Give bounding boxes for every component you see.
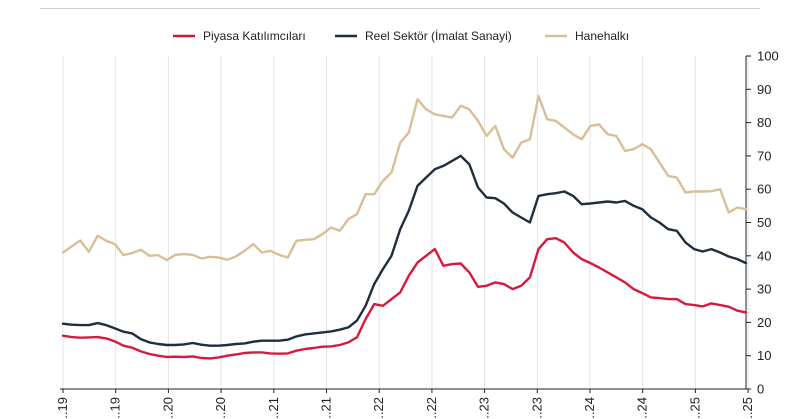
x-tick-label: ..22 [371, 397, 386, 419]
x-tick-label: ..22 [424, 397, 439, 419]
legend-label: Piyasa Katılımcıları [203, 29, 306, 43]
legend: Piyasa Katılımcıları Reel Sektör (İmalat … [173, 29, 629, 43]
y-axis-ticks: 0 10 20 30 40 50 60 70 80 90 100 [746, 49, 779, 397]
top-divider [40, 0, 760, 9]
legend-label: Reel Sektör (İmalat Sanayi) [365, 29, 512, 43]
y-tick-label: 100 [757, 49, 779, 64]
series-line-2 [61, 94, 748, 262]
y-tick-label: 90 [757, 82, 771, 97]
series-line-0 [61, 237, 748, 360]
x-axis-ticks: ..19 ..19 ..20 ..20 ..21 ..21 ..22 ..22 ..23 ..23… [55, 389, 755, 419]
x-tick-label: ..23 [477, 397, 492, 419]
legend-label: Hanehalkı [575, 29, 629, 43]
y-tick-label: 10 [757, 348, 771, 363]
y-tick-label: 50 [757, 215, 771, 230]
x-tick-label: ..21 [266, 397, 281, 419]
x-tick-label: ..20 [160, 397, 175, 419]
y-tick-label: 30 [757, 282, 771, 297]
y-tick-label: 70 [757, 148, 771, 163]
x-tick-label: ..20 [213, 397, 228, 419]
x-tick-label: ..25 [687, 397, 702, 419]
x-tick-label: ..23 [529, 397, 544, 419]
y-tick-label: 80 [757, 115, 771, 130]
x-tick-label: ..25 [740, 397, 755, 419]
vertical-gridlines [62, 56, 749, 389]
series-line-1 [61, 154, 748, 347]
y-tick-label: 60 [757, 182, 771, 197]
y-tick-label: 0 [757, 382, 764, 397]
x-tick-label: ..19 [55, 397, 70, 419]
x-tick-label: ..19 [108, 397, 123, 419]
x-tick-label: ..24 [582, 397, 597, 419]
y-tick-label: 40 [757, 248, 771, 263]
y-tick-label: 20 [757, 315, 771, 330]
x-tick-label: ..21 [319, 397, 334, 419]
series-lines [61, 94, 748, 360]
x-tick-label: ..24 [635, 397, 650, 419]
